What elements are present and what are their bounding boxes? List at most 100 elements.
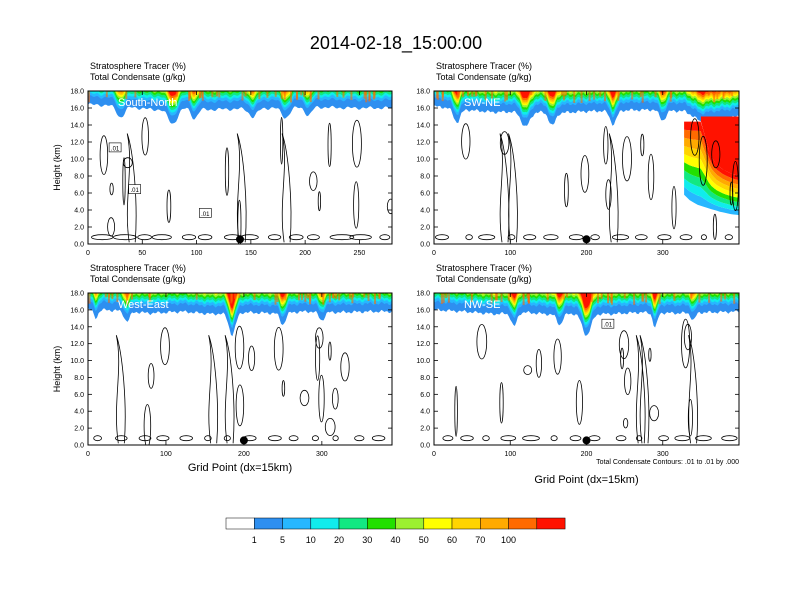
tracer-streak (544, 91, 547, 101)
colorbar-tick-label: 1 (252, 535, 257, 545)
y-tick-label: 4.0 (74, 409, 84, 416)
low-cloud-contour (371, 435, 386, 442)
tracer-streak (367, 293, 370, 301)
colorbar-swatch (508, 517, 538, 530)
tracer-streak (283, 91, 286, 100)
y-tick-label: 12.0 (70, 341, 84, 348)
condensate-contour (605, 179, 612, 210)
tracer-streak (234, 293, 237, 299)
tracer-streak (447, 293, 450, 303)
low-cloud-contour (306, 234, 320, 241)
tracer-streak (116, 293, 119, 302)
tracer-streak (565, 293, 568, 298)
tracer-streak (607, 293, 610, 304)
y-tick-label: 16.0 (70, 307, 84, 314)
contour-label: .01 (131, 188, 140, 194)
figure-title: 2014-02-18_15:00:00 (310, 33, 482, 54)
panel-header-condensate: Total Condensate (g/kg) (90, 274, 186, 284)
condensate-contour (327, 122, 332, 167)
low-cloud-contour (288, 435, 299, 442)
x-tick-label: 300 (657, 451, 669, 458)
tracer-streak (562, 91, 565, 101)
low-cloud-contour (113, 234, 137, 241)
y-tick-label: 16.0 (70, 106, 84, 113)
column-contour (608, 133, 619, 243)
intrusion-band (684, 121, 739, 181)
tracer-streak (332, 293, 334, 299)
low-cloud-contour (657, 234, 672, 241)
condensate-contour (160, 327, 170, 366)
low-cloud-contour (156, 435, 170, 442)
tracer-streak (266, 91, 269, 98)
tracer-streak (274, 91, 277, 97)
intrusion-band (684, 129, 739, 185)
tracer-streak (368, 91, 371, 101)
tracer-streak (238, 293, 241, 298)
low-cloud-contour (138, 435, 152, 442)
low-cloud-contour (223, 435, 231, 442)
tracer-streak (274, 293, 277, 305)
tracer-streak (580, 91, 583, 103)
low-cloud-contour (695, 435, 712, 442)
tracer-field (434, 91, 739, 216)
x-tick-label: 100 (504, 451, 516, 458)
condensate-contour (729, 181, 734, 206)
y-tick-label: 6.0 (74, 392, 84, 399)
y-tick-label: 0.0 (420, 242, 430, 249)
colorbar-tick-label: 10 (306, 535, 316, 545)
contour-label-box (128, 184, 141, 194)
x-axis-label: Grid Point (dx=15km) (188, 462, 292, 474)
tracer-streak (201, 91, 204, 98)
tracer-streak (104, 293, 107, 298)
tracer-streak (617, 91, 620, 97)
contour-footnote: Total Condensate Contours: .01 to .01 by… (596, 459, 739, 466)
low-cloud-contour (721, 435, 738, 442)
condensate-contour (622, 418, 629, 429)
x-tick-label: 100 (504, 250, 516, 257)
y-tick-label: 8.0 (420, 375, 430, 382)
y-tick-label: 4.0 (420, 409, 430, 416)
y-tick-label: 6.0 (74, 191, 84, 198)
intrusion-band (684, 170, 739, 207)
colorbar-swatch (225, 517, 255, 530)
tracer-streak (338, 293, 341, 301)
y-tick-label: 10.0 (416, 358, 430, 365)
x-tick-label: 100 (160, 451, 172, 458)
tracer-streak (88, 91, 90, 103)
tracer-streak (546, 293, 549, 301)
tracer-streak (623, 293, 626, 299)
condensate-contour (647, 153, 655, 201)
y-axis-label: Height (km) (52, 346, 62, 393)
tracer-streak (348, 293, 351, 299)
y-tick-label: 18.0 (70, 89, 84, 96)
tracer-band (510, 293, 658, 309)
tracer-streak (298, 293, 300, 301)
low-cloud-contour (349, 234, 372, 241)
tracer-streak (88, 293, 91, 304)
y-tick-label: 8.0 (74, 375, 84, 382)
y-tick-label: 10.0 (416, 157, 430, 164)
tracer-streak (440, 293, 443, 304)
x-tick-label: 250 (354, 250, 366, 257)
low-cloud-contour (179, 435, 193, 442)
condensate-contour (575, 380, 583, 425)
y-tick-label: 18.0 (70, 291, 84, 298)
y-tick-label: 8.0 (74, 174, 84, 181)
low-cloud-contour (700, 234, 707, 241)
condensate-contour (224, 147, 230, 196)
y-tick-label: 12.0 (416, 341, 430, 348)
condensate-contour (454, 385, 458, 437)
condensate-contour (640, 133, 645, 157)
low-cloud-contour (478, 234, 496, 241)
colorbar-swatch (480, 517, 509, 530)
colorbar-tick-label: 100 (501, 535, 516, 545)
condensate-contour (315, 327, 324, 349)
y-tick-label: 2.0 (420, 426, 430, 433)
tracer-streak (306, 293, 309, 299)
condensate-contour (315, 335, 321, 381)
condensate-contour (687, 399, 693, 437)
tracer-streak (107, 293, 110, 303)
y-tick-label: 16.0 (416, 307, 430, 314)
intrusion-band (684, 146, 739, 194)
colorbar-swatch (395, 517, 425, 530)
